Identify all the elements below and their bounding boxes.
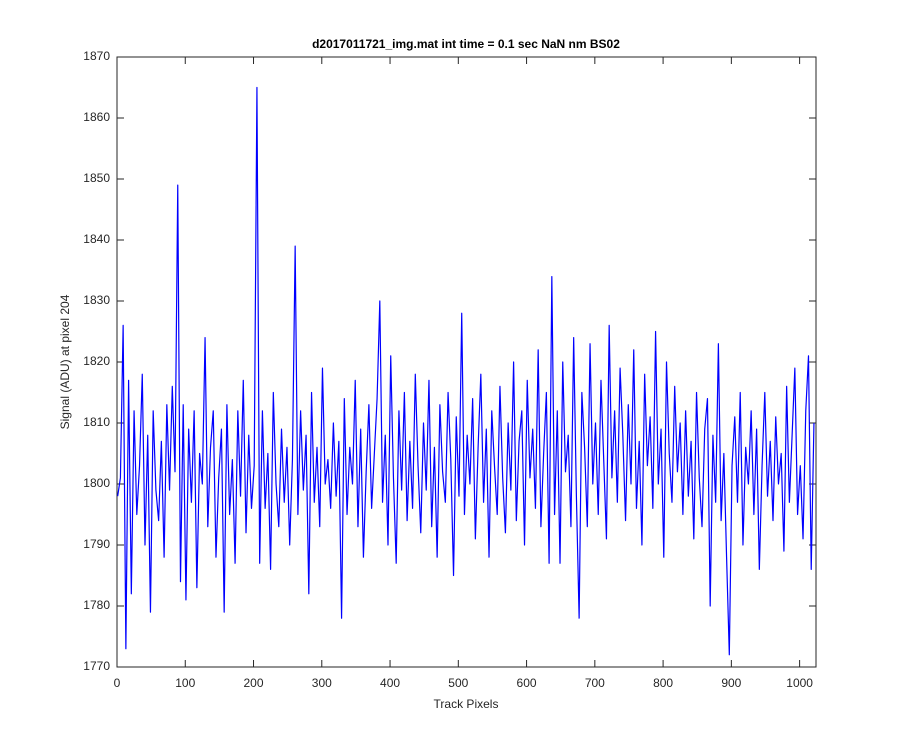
y-tick-label: 1850 xyxy=(83,171,110,185)
chart-title: d2017011721_img.mat int time = 0.1 sec N… xyxy=(312,37,620,51)
y-tick-label: 1770 xyxy=(83,659,110,673)
x-tick-label: 900 xyxy=(721,676,741,690)
x-tick-label: 100 xyxy=(175,676,195,690)
y-tick-label: 1820 xyxy=(83,354,110,368)
data-line xyxy=(117,86,815,656)
y-tick-label: 1840 xyxy=(83,232,110,246)
x-tick-label: 200 xyxy=(244,676,264,690)
y-tick-label: 1780 xyxy=(83,598,110,612)
x-tick-label: 500 xyxy=(448,676,468,690)
x-tick-label: 300 xyxy=(312,676,332,690)
y-tick-label: 1790 xyxy=(83,537,110,551)
y-tick-label: 1800 xyxy=(83,476,110,490)
x-tick-label: 400 xyxy=(380,676,400,690)
y-axis-label: Signal (ADU) at pixel 204 xyxy=(58,294,72,429)
y-tick-label: 1830 xyxy=(83,293,110,307)
x-tick-label: 800 xyxy=(653,676,673,690)
y-tick-label: 1860 xyxy=(83,110,110,124)
x-tick-label: 1000 xyxy=(786,676,813,690)
x-axis-label: Track Pixels xyxy=(434,697,499,711)
x-tick-label: 700 xyxy=(585,676,605,690)
y-tick-label: 1870 xyxy=(83,49,110,63)
y-tick-label: 1810 xyxy=(83,415,110,429)
x-tick-label: 0 xyxy=(114,676,121,690)
x-tick-label: 600 xyxy=(517,676,537,690)
